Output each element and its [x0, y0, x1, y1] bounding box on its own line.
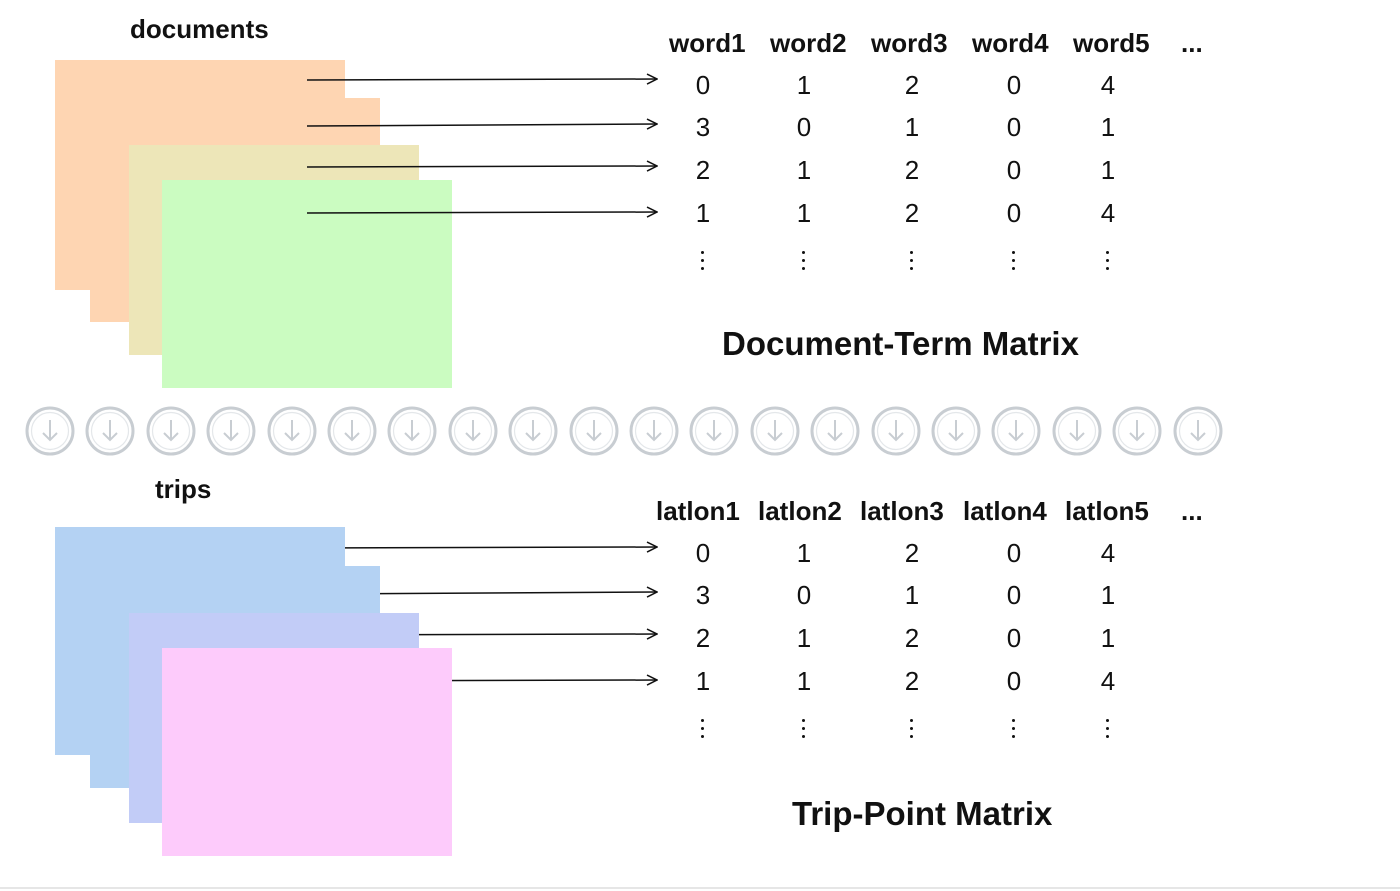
- matrix-cell: 1: [784, 155, 824, 186]
- matrix-cell: 2: [892, 198, 932, 229]
- down-arrow-circle-icon: [327, 406, 377, 456]
- matrix-cell: 0: [994, 70, 1034, 101]
- matrix-cell: 0: [994, 580, 1034, 611]
- down-arrow-circle-icon: [1173, 406, 1223, 456]
- down-arrow-circle-icon: [25, 406, 75, 456]
- matrix-cell: 0: [994, 538, 1034, 569]
- matrix-cell: 1: [784, 623, 824, 654]
- matrix-cell: 1: [1088, 112, 1128, 143]
- matrix-cell: 1: [1088, 623, 1128, 654]
- matrix-header-word5: word5: [1073, 28, 1150, 59]
- matrix-cell: 0: [784, 112, 824, 143]
- trips-label: trips: [155, 474, 211, 505]
- matrix-cell: 0: [994, 155, 1034, 186]
- matrix-cell: 0: [994, 112, 1034, 143]
- matrix-cell: 1: [1088, 580, 1128, 611]
- matrix-header-latlon3: latlon3: [860, 496, 944, 527]
- down-arrow-circle-icon: [1052, 406, 1102, 456]
- down-arrow-circle-icon: [146, 406, 196, 456]
- matrix-cell: 0: [784, 580, 824, 611]
- vertical-ellipsis-icon: [1012, 251, 1016, 275]
- matrix-cell: 2: [892, 70, 932, 101]
- matrix-cell: 1: [892, 112, 932, 143]
- matrix-cell: 4: [1088, 198, 1128, 229]
- matrix-cell: 2: [683, 155, 723, 186]
- matrix-cell: 2: [892, 155, 932, 186]
- document-row-arrow-2: [307, 124, 657, 126]
- down-arrow-circle-icon: [448, 406, 498, 456]
- matrix-header-word2: word2: [770, 28, 847, 59]
- matrix-cell: 4: [1088, 666, 1128, 697]
- trip-point-matrix-title: Trip-Point Matrix: [792, 795, 1052, 833]
- down-arrow-circle-icon: [1112, 406, 1162, 456]
- matrix-cell: 0: [683, 538, 723, 569]
- matrix-cell: 1: [683, 198, 723, 229]
- document-row-arrow-1: [307, 79, 657, 80]
- matrix-cell: 4: [1088, 70, 1128, 101]
- down-arrow-circle-icon: [206, 406, 256, 456]
- document-row-arrow-3: [307, 166, 657, 167]
- matrix-header-latlon1: latlon1: [656, 496, 740, 527]
- down-arrow-circle-icon: [750, 406, 800, 456]
- matrix-header-latlon5: latlon5: [1065, 496, 1149, 527]
- down-arrow-circle-icon: [387, 406, 437, 456]
- matrix-header-ellipsis: ...: [1181, 28, 1203, 59]
- bottom-divider-line: [0, 887, 1400, 889]
- matrix-cell: 0: [994, 198, 1034, 229]
- vertical-ellipsis-icon: [701, 251, 705, 275]
- matrix-cell: 1: [892, 580, 932, 611]
- matrix-cell: 2: [892, 623, 932, 654]
- matrix-cell: 1: [784, 198, 824, 229]
- vertical-ellipsis-icon: [802, 719, 806, 743]
- matrix-cell: 3: [683, 112, 723, 143]
- vertical-ellipsis-icon: [1106, 719, 1110, 743]
- matrix-cell: 2: [892, 538, 932, 569]
- matrix-header-word1: word1: [669, 28, 746, 59]
- matrix-header-word4: word4: [972, 28, 1049, 59]
- vertical-ellipsis-icon: [1012, 719, 1016, 743]
- document-term-matrix-title: Document-Term Matrix: [722, 325, 1079, 363]
- matrix-header-latlon4: latlon4: [963, 496, 1047, 527]
- matrix-cell: 1: [784, 666, 824, 697]
- matrix-cell: 1: [683, 666, 723, 697]
- vertical-ellipsis-icon: [701, 719, 705, 743]
- down-arrow-circle-icon: [810, 406, 860, 456]
- down-arrow-circle-icon: [991, 406, 1041, 456]
- down-arrow-circle-icon: [267, 406, 317, 456]
- matrix-cell: 1: [784, 538, 824, 569]
- matrix-header-word3: word3: [871, 28, 948, 59]
- trip-sheet-front: [162, 648, 452, 856]
- down-arrow-circle-icon: [931, 406, 981, 456]
- matrix-cell: 0: [994, 666, 1034, 697]
- vertical-ellipsis-icon: [910, 719, 914, 743]
- matrix-cell: 0: [683, 70, 723, 101]
- matrix-cell: 2: [683, 623, 723, 654]
- down-arrow-circle-icon: [85, 406, 135, 456]
- matrix-cell: 0: [994, 623, 1034, 654]
- down-arrow-circle-icon: [508, 406, 558, 456]
- down-arrow-circle-icon: [871, 406, 921, 456]
- matrix-cell: 1: [1088, 155, 1128, 186]
- matrix-cell: 4: [1088, 538, 1128, 569]
- matrix-cell: 3: [683, 580, 723, 611]
- vertical-ellipsis-icon: [910, 251, 914, 275]
- matrix-header-ellipsis: ...: [1181, 496, 1203, 527]
- down-arrow-circle-icon: [569, 406, 619, 456]
- matrix-header-latlon2: latlon2: [758, 496, 842, 527]
- down-arrow-circle-icon: [689, 406, 739, 456]
- vertical-ellipsis-icon: [1106, 251, 1110, 275]
- down-arrow-circle-icon: [629, 406, 679, 456]
- document-row-arrow-4: [307, 212, 657, 213]
- matrix-cell: 2: [892, 666, 932, 697]
- vertical-ellipsis-icon: [802, 251, 806, 275]
- matrix-cell: 1: [784, 70, 824, 101]
- trip-row-arrow-1: [307, 547, 657, 548]
